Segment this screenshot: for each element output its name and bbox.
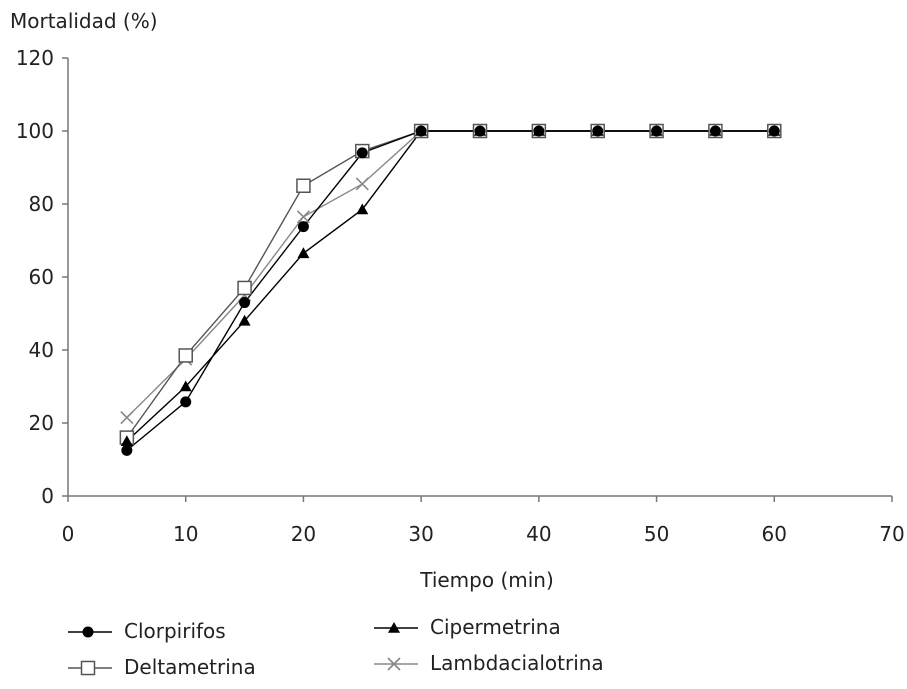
x-axis-label: Tiempo (min)	[419, 568, 554, 592]
y-tick-label: 120	[16, 46, 54, 70]
series-line	[126, 130, 775, 451]
x-tick-label: 60	[762, 522, 787, 546]
axes: 0 10 20 30 40 50 60 70 0 20 40 60 80 100 120	[16, 46, 905, 546]
x-tick-label: 0	[62, 522, 75, 546]
x-tick-label: 20	[291, 522, 316, 546]
legend-marker	[388, 622, 400, 633]
data-point	[120, 410, 134, 425]
x-tick-label: 50	[644, 522, 669, 546]
data-point	[356, 147, 368, 159]
legend-label: Lambdacialotrina	[430, 651, 604, 675]
x-tick-label: 30	[408, 522, 433, 546]
data-point	[533, 125, 545, 137]
data-point	[180, 396, 192, 408]
data-point	[592, 125, 604, 137]
legend-item: Deltametrina	[68, 655, 256, 679]
data-point	[239, 297, 251, 309]
x-tick-label: 40	[526, 522, 551, 546]
data-point	[296, 210, 310, 224]
data-point	[120, 435, 133, 447]
legend-marker	[387, 657, 401, 671]
data-point	[768, 125, 780, 137]
data-point	[121, 444, 133, 456]
data-point	[709, 125, 721, 137]
series-line	[126, 130, 775, 442]
y-tick-label: 80	[29, 192, 54, 216]
y-tick-label: 20	[29, 411, 54, 435]
data-point	[237, 280, 252, 296]
data-point	[297, 221, 309, 233]
data-point	[179, 380, 192, 392]
y-tick-label: 0	[41, 484, 54, 508]
x-tick-label: 10	[173, 522, 198, 546]
data-point	[356, 203, 369, 215]
legend-item: Cipermetrina	[374, 615, 561, 639]
legend-label: Cipermetrina	[430, 615, 561, 639]
y-tick-label: 100	[16, 119, 54, 143]
series-lines	[126, 130, 775, 451]
x-cross-stroke	[120, 410, 134, 425]
legend-marker	[80, 660, 96, 676]
x-cross-stroke	[387, 657, 401, 671]
legend-label: Clorpirifos	[124, 619, 226, 643]
series-markers	[119, 123, 782, 456]
data-point	[355, 177, 369, 191]
data-point	[651, 125, 663, 137]
series-line	[126, 130, 775, 439]
x-tick-label: 70	[879, 522, 904, 546]
legend-item: Clorpirifos	[68, 619, 226, 643]
x-cross-stroke	[355, 177, 369, 191]
legend-label: Deltametrina	[124, 655, 256, 679]
y-tick-label: 40	[29, 338, 54, 362]
series-line	[126, 130, 775, 419]
y-axis-label: Mortalidad (%)	[10, 9, 158, 33]
x-cross-stroke	[296, 210, 310, 224]
data-point	[178, 348, 193, 363]
legend-item: Lambdacialotrina	[374, 651, 604, 675]
legend-marker	[82, 626, 94, 638]
y-tick-label: 60	[29, 265, 54, 289]
data-point	[474, 125, 486, 137]
legend: Clorpirifos Cipermetrina Deltametrina Lambd…	[68, 615, 604, 679]
data-point	[415, 125, 427, 137]
data-point	[296, 178, 311, 193]
data-point	[238, 314, 251, 326]
data-point	[297, 247, 310, 259]
